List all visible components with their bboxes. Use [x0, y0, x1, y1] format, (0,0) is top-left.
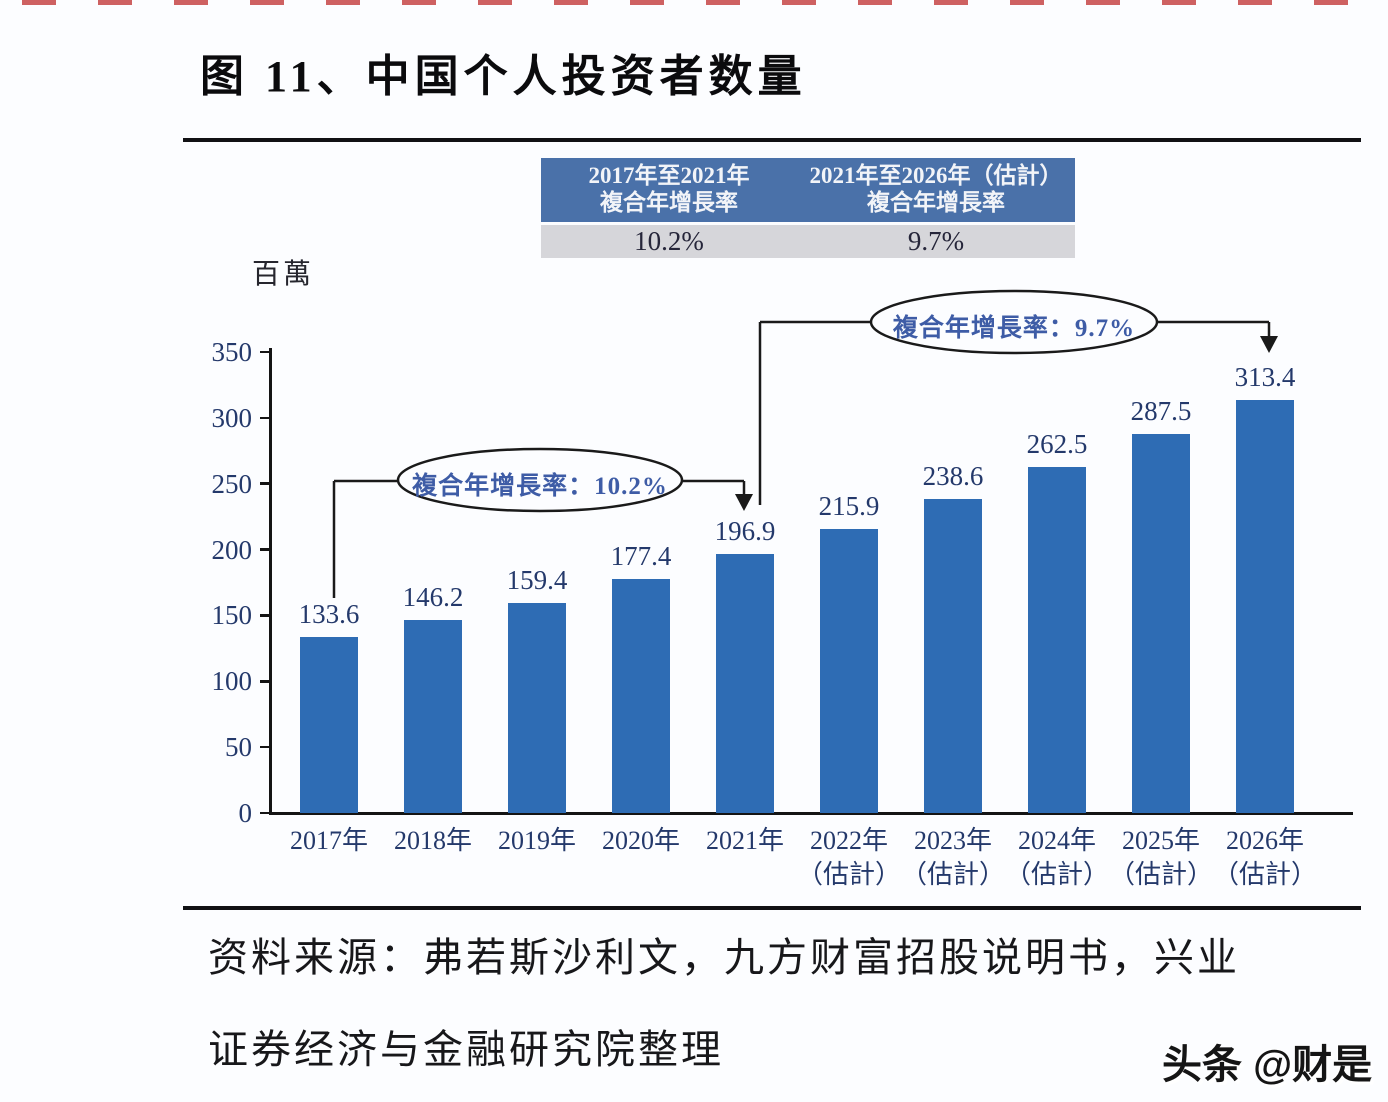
- y-axis-unit-label: 百萬: [252, 259, 315, 290]
- x-axis-label-2026年（估計）: 2026年 （估計）: [1203, 824, 1327, 892]
- x-axis-label-year: 2018年: [393, 826, 472, 855]
- bar-value-label-2021年: 196.9: [714, 515, 776, 546]
- x-axis-label-year: 2023年: [913, 826, 992, 855]
- x-axis-label-2020年: 2020年: [579, 824, 703, 858]
- x-axis-label-year: 2020年: [601, 826, 680, 855]
- y-tick-label-150: 150: [211, 600, 253, 631]
- x-axis-label-estimate-note: （估計）: [900, 860, 1005, 889]
- bar-value-label-2020年: 177.4: [610, 541, 672, 572]
- source-divider: [183, 906, 1361, 910]
- y-tick-mark-0: [260, 811, 271, 815]
- cagr-value-2021-2026: 9.7%: [907, 226, 965, 256]
- y-tick-mark-300: [260, 416, 271, 420]
- bar-value-label-2019年: 159.4: [506, 565, 568, 596]
- annotation1-arrowhead: [735, 494, 753, 511]
- x-axis-label-estimate-note: （估計）: [1108, 860, 1213, 889]
- x-axis-label-2025年（估計）: 2025年 （估計）: [1099, 824, 1223, 892]
- y-tick-mark-200: [260, 548, 271, 551]
- y-tick-mark-150: [260, 614, 271, 617]
- bar-value-label-2024年（估計）: 262.5: [1026, 429, 1088, 460]
- bar-2019年: [508, 603, 566, 813]
- bar-value-label-2023年（估計）: 238.6: [922, 460, 984, 491]
- cagr-table-value-row: 10.2% 9.7%: [541, 225, 1075, 258]
- y-axis-line: [269, 348, 272, 814]
- bar-value-label-2026年（估計）: 313.4: [1234, 362, 1296, 393]
- x-axis-label-year: 2022年: [809, 826, 888, 855]
- cagr-header-line: 複合年增長率: [600, 190, 738, 215]
- bar-2017年: [300, 637, 358, 813]
- bar-value-label-2022年（估計）: 215.9: [818, 490, 880, 521]
- x-axis-label-estimate-note: （估計）: [1004, 860, 1109, 889]
- y-tick-mark-50: [260, 745, 271, 749]
- title-divider: [183, 138, 1361, 142]
- top-edge-marks: [22, 0, 1382, 5]
- x-axis-label-year: 2026年: [1225, 826, 1304, 855]
- x-axis-label-2024年（估計）: 2024年 （估計）: [995, 824, 1119, 892]
- bar-2025年（估計）: [1132, 434, 1190, 813]
- bar-2024年（估計）: [1028, 467, 1086, 813]
- y-tick-mark-350: [260, 350, 271, 354]
- x-axis-line: [269, 812, 1353, 815]
- watermark: 头条 @财是: [1162, 1043, 1373, 1087]
- figure-title: 图 11、中国个人投资者数量: [200, 52, 807, 101]
- x-axis-label-2021年: 2021年: [683, 824, 807, 858]
- bar-2023年（估計）: [924, 498, 982, 813]
- bar-value-label-2025年（估計）: 287.5: [1130, 396, 1192, 427]
- bar-2021年: [716, 553, 774, 813]
- y-tick-label-50: 50: [225, 732, 252, 763]
- annotation2-arrowhead: [1260, 336, 1278, 353]
- x-axis-label-2017年: 2017年: [267, 824, 391, 858]
- x-axis-label-2022年（估計）: 2022年 （估計）: [787, 824, 911, 892]
- cagr-header-2021-2026: 2021年至2026年（估計） 複合年增長率: [797, 162, 1075, 216]
- annotation2-ellipse: [869, 289, 1159, 355]
- x-axis-label-year: 2019年: [497, 826, 576, 855]
- y-tick-label-200: 200: [211, 534, 253, 565]
- source-note: 资料来源：弗若斯沙利文，九方财富招股说明书，兴业 证券经济与金融研究院整理: [208, 912, 1240, 1096]
- y-tick-mark-250: [260, 482, 271, 485]
- x-axis-label-year: 2024年: [1017, 826, 1096, 855]
- cagr-annotation-2017-2021: 複合年增長率：10.2%: [412, 473, 668, 500]
- x-axis-label-estimate-note: （估計）: [1212, 860, 1317, 889]
- y-tick-label-100: 100: [211, 666, 253, 697]
- cagr-table-header-row: 2017年至2021年 複合年增長率 2021年至2026年（估計） 複合年增長…: [541, 158, 1075, 222]
- source-note-line2: 证券经济与金融研究院整理: [208, 1027, 724, 1072]
- bar-2026年（估計）: [1236, 400, 1294, 813]
- x-axis-label-year: 2021年: [705, 826, 784, 855]
- cagr-header-line: 2017年至2021年: [588, 163, 750, 188]
- cagr-header-2017-2021: 2017年至2021年 複合年增長率: [541, 162, 797, 216]
- x-axis-label-2019年: 2019年: [475, 824, 599, 858]
- bar-value-label-2018年: 146.2: [402, 582, 464, 613]
- y-tick-label-0: 0: [238, 798, 253, 828]
- cagr-header-line: 2021年至2026年（估計）: [809, 163, 1063, 188]
- cagr-header-line: 複合年增長率: [867, 190, 1005, 215]
- x-axis-label-2018年: 2018年: [371, 824, 495, 858]
- bar-value-label-2017年: 133.6: [298, 599, 360, 630]
- x-axis-label-2023年（估計）: 2023年 （估計）: [891, 824, 1015, 892]
- y-tick-label-250: 250: [211, 468, 253, 499]
- y-tick-label-350: 350: [211, 337, 253, 367]
- bar-2018年: [404, 620, 462, 813]
- y-tick-label-300: 300: [211, 402, 253, 433]
- cagr-value-2017-2021: 10.2%: [634, 226, 704, 256]
- y-tick-mark-100: [260, 680, 271, 683]
- source-note-line1: 资料来源：弗若斯沙利文，九方财富招股说明书，兴业: [208, 935, 1240, 980]
- cagr-summary-table: 2017年至2021年 複合年增長率 2021年至2026年（估計） 複合年增長…: [541, 158, 1075, 258]
- x-axis-label-year: 2025年: [1121, 826, 1200, 855]
- bar-2020年: [612, 579, 670, 813]
- cagr-annotation-2021-2026: 複合年增長率：9.7%: [892, 315, 1136, 342]
- x-axis-label-estimate-note: （估計）: [796, 860, 901, 889]
- x-axis-label-year: 2017年: [289, 826, 368, 855]
- bar-2022年（估計）: [820, 528, 878, 813]
- annotation1-ellipse: [396, 447, 684, 513]
